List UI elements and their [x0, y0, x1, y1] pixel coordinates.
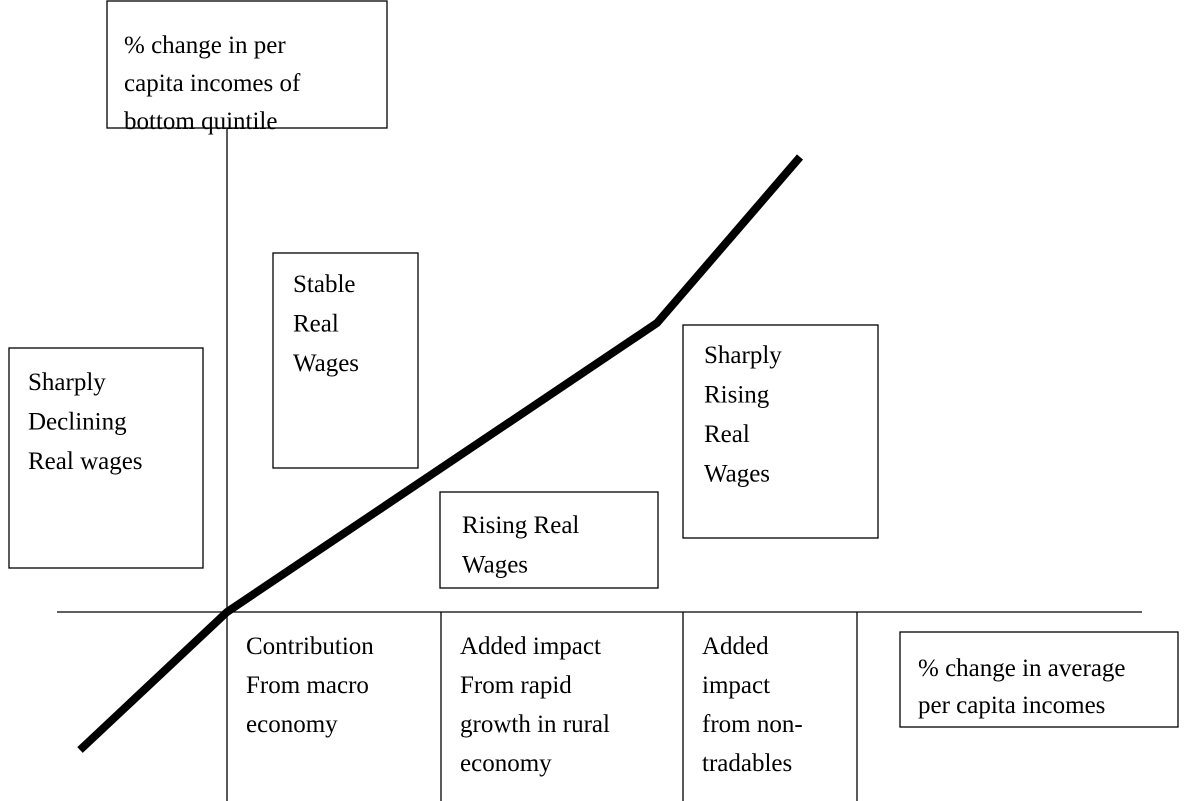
region-label: Real wages [28, 448, 143, 475]
y-axis-label: capita incomes of [124, 70, 301, 97]
y-axis-label: % change in per [124, 32, 286, 59]
component-label: From rapid [460, 672, 572, 699]
component-dividers [440, 612, 858, 801]
income-curve [77, 154, 804, 753]
region-box [272, 252, 419, 469]
component-label: Added [702, 633, 769, 660]
region-box [8, 347, 204, 569]
component-label: From macro [246, 672, 369, 699]
y-axis-label-box [106, 0, 388, 129]
region-label: Wages [462, 552, 528, 579]
region-label: Real [293, 311, 339, 338]
component-label: economy [246, 711, 338, 738]
region-label: Wages [704, 461, 770, 488]
region-box [439, 491, 659, 589]
region-label: Rising Real [462, 512, 579, 539]
x-axis-label: per capita incomes [918, 692, 1105, 719]
component-label: tradables [702, 750, 792, 777]
x-axis-label-box [899, 631, 1179, 728]
x-axis-label: % change in average [918, 655, 1126, 682]
y-axis-label: bottom quintile [124, 108, 277, 135]
region-label: Real [704, 421, 750, 448]
component-label: growth in rural [460, 711, 610, 738]
component-label: Added impact [460, 633, 601, 660]
region-box [682, 324, 879, 539]
region-label: Stable [293, 271, 356, 298]
region-label: Rising [704, 382, 770, 409]
region-label: Sharply [28, 369, 106, 396]
component-label: from non- [702, 711, 803, 738]
region-label: Wages [293, 350, 359, 377]
region-label: Sharply [704, 342, 782, 369]
component-label: economy [460, 750, 552, 777]
region-label: Declining [28, 409, 127, 436]
component-label: Contribution [246, 633, 374, 660]
component-label: impact [702, 672, 770, 699]
